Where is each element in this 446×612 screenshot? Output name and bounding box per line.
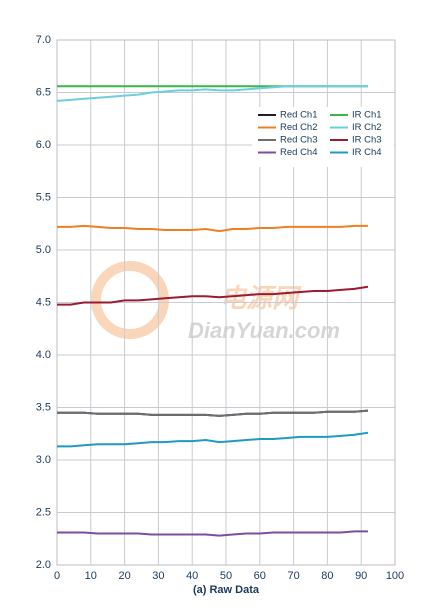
x-axis-label: (a) Raw Data [193,584,260,596]
legend-label: Red Ch3 [280,135,318,146]
x-tick-label: 50 [220,570,232,582]
legend-label: Red Ch2 [280,122,318,133]
x-tick-label: 80 [321,570,333,582]
x-tick-label: 100 [386,570,404,582]
x-tick-label: 40 [186,570,198,582]
watermark-site: DianYuan.com [188,318,340,343]
y-tick-label: 2.0 [36,559,51,571]
watermark-logo [91,261,169,339]
y-tick-label: 5.5 [36,191,51,203]
legend-label: Red Ch4 [280,147,318,158]
y-tick-label: 5.0 [36,244,51,256]
x-tick-label: 60 [254,570,266,582]
y-tick-label: 3.0 [36,454,51,466]
y-tick-label: 7.0 [36,34,51,46]
legend-box [252,107,394,167]
x-tick-label: 90 [355,570,367,582]
y-tick-label: 3.5 [36,401,51,413]
y-tick-label: 6.0 [36,139,51,151]
plot-frame [56,39,396,566]
series-line [57,530,368,537]
watermark: 电源网 DianYuan.com [91,261,340,343]
legend-label: IR Ch4 [352,147,382,158]
legend-label: IR Ch3 [352,135,382,146]
x-tick-label: 70 [287,570,299,582]
x-tick-label: 20 [118,570,130,582]
legend-label: IR Ch1 [352,110,382,121]
y-tick-label: 4.5 [36,296,51,308]
x-tick-label: 0 [54,570,60,582]
x-tick-label: 30 [152,570,164,582]
y-tick-label: 6.5 [36,86,51,98]
legend-label: IR Ch2 [352,122,382,133]
series-line [57,224,368,233]
watermark-chinese: 电源网 [220,283,302,313]
x-tick-label: 10 [85,570,97,582]
series-line [57,285,369,306]
series-line [57,431,369,448]
legend-label: Red Ch1 [280,110,318,121]
series-line [57,409,369,417]
y-tick-label: 4.0 [36,349,51,361]
y-tick-label: 2.5 [36,506,51,518]
series-line [56,85,368,102]
